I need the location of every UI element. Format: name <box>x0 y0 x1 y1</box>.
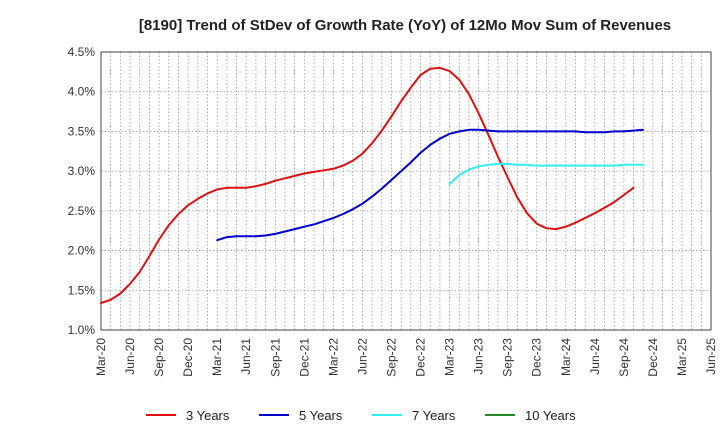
x-tick-label: Mar-24 <box>559 338 573 376</box>
y-tick-label: 2.0% <box>68 244 96 258</box>
grid <box>100 51 712 331</box>
series-line-3-years <box>100 66 635 304</box>
x-tick-label: Jun-24 <box>588 338 602 375</box>
x-tick-label: Dec-24 <box>646 338 660 377</box>
legend-label: 3 Years <box>186 408 230 423</box>
x-tick-label: Mar-21 <box>210 338 224 376</box>
legend-item-3-years: 3 Years <box>146 408 230 423</box>
legend-label: 10 Years <box>525 408 576 423</box>
x-tick-label: Jun-25 <box>704 338 718 375</box>
legend: 3 Years 5 Years 7 Years 10 Years <box>146 408 576 423</box>
y-tick-label: 3.5% <box>68 124 96 138</box>
y-tick-label: 1.0% <box>68 323 96 337</box>
y-tick-label: 4.0% <box>68 85 96 99</box>
x-tick-label: Mar-22 <box>326 338 340 376</box>
x-tick-label: Jun-22 <box>355 338 369 375</box>
x-tick-label: Dec-22 <box>414 338 428 377</box>
x-tick-label: Sep-21 <box>268 338 282 377</box>
x-tick-label: Mar-23 <box>443 338 457 376</box>
series-line-7-years <box>448 163 645 185</box>
x-tick-label: Sep-20 <box>152 338 166 377</box>
legend-item-5-years: 5 Years <box>259 408 343 423</box>
plot-area <box>101 52 711 330</box>
x-tick-label: Jun-21 <box>239 338 253 375</box>
x-tick-label: Dec-23 <box>530 338 544 377</box>
legend-item-7-years: 7 Years <box>372 408 456 423</box>
x-tick-label: Jun-20 <box>123 338 137 375</box>
x-tick-label: Mar-20 <box>94 338 108 376</box>
chart-title: [8190] Trend of StDev of Growth Rate (Yo… <box>139 17 671 34</box>
series-line-5-years <box>216 128 645 242</box>
x-tick-label: Sep-23 <box>501 338 515 377</box>
x-tick-label: Sep-24 <box>617 338 631 377</box>
x-tick-label: Dec-20 <box>181 338 195 377</box>
x-tick-label: Jun-23 <box>472 338 486 375</box>
y-tick-label: 1.5% <box>68 283 96 297</box>
plot-border <box>100 51 712 331</box>
axes: 1.0% 1.5% 2.0% 2.5% 3.0% 3.5% 4.0% 4.5% Mar-20 Ju… <box>68 45 718 377</box>
legend-label: 5 Years <box>299 408 343 423</box>
legend-label: 7 Years <box>412 408 456 423</box>
x-tick-label: Mar-25 <box>675 338 689 376</box>
y-tick-label: 2.5% <box>68 204 96 218</box>
x-tick-label: Sep-22 <box>384 338 398 377</box>
y-tick-label: 4.5% <box>68 45 96 59</box>
x-tick-label: Dec-21 <box>297 338 311 377</box>
y-tick-label: 3.0% <box>68 164 96 178</box>
legend-item-10-years: 10 Years <box>485 408 576 423</box>
series-lines <box>100 66 645 304</box>
